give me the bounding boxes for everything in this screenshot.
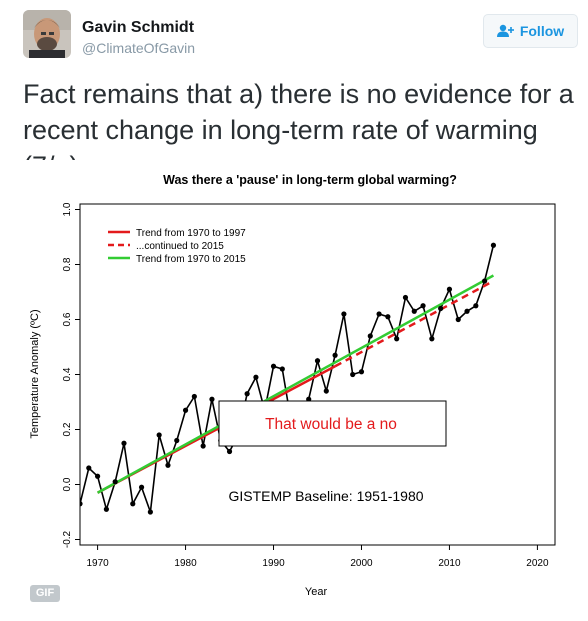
data-point bbox=[279, 366, 285, 372]
data-point bbox=[429, 336, 435, 342]
x-tick-label: 1990 bbox=[262, 558, 285, 569]
avatar[interactable] bbox=[23, 10, 71, 58]
data-point bbox=[420, 303, 426, 309]
legend-item-2: ...continued to 2015 bbox=[136, 241, 224, 252]
y-tick-label: 0.8 bbox=[62, 257, 73, 271]
chart: Was there a 'pause' in long-term global … bbox=[0, 160, 588, 616]
y-tick-label: 0.6 bbox=[62, 312, 73, 326]
data-point bbox=[103, 506, 109, 512]
data-point bbox=[438, 305, 444, 312]
display-name[interactable]: Gavin Schmidt bbox=[82, 19, 195, 36]
data-point bbox=[244, 391, 250, 397]
data-point bbox=[332, 352, 338, 358]
add-user-icon bbox=[496, 24, 514, 37]
data-point bbox=[86, 465, 92, 471]
data-point bbox=[191, 393, 197, 400]
avatar-image bbox=[23, 10, 71, 58]
gif-badge: GIF bbox=[30, 585, 60, 602]
data-point bbox=[323, 388, 329, 394]
axis-ticks: 1970 1980 1990 2000 2010 2020 -0.2 0.0 0.2 0.4 0.6… bbox=[62, 202, 549, 569]
data-point bbox=[253, 374, 259, 380]
user-handle[interactable]: @ClimateOfGavin bbox=[82, 40, 196, 56]
legend-item-1: Trend from 1970 to 1997 bbox=[136, 228, 246, 239]
x-tick-label: 2010 bbox=[438, 558, 461, 569]
data-point bbox=[411, 308, 417, 314]
data-point bbox=[130, 501, 136, 507]
y-tick-label: -0.2 bbox=[62, 530, 73, 548]
annotation-text: That would be a no bbox=[265, 416, 397, 433]
follow-button[interactable]: Follow bbox=[483, 14, 578, 48]
data-point bbox=[473, 303, 479, 309]
follow-label: Follow bbox=[519, 23, 565, 39]
data-point bbox=[455, 316, 461, 323]
data-point bbox=[200, 443, 206, 449]
x-tick-label: 1970 bbox=[86, 558, 109, 569]
data-point bbox=[402, 294, 409, 301]
data-point bbox=[367, 333, 373, 339]
y-tick-label: 0.0 bbox=[62, 477, 73, 491]
data-point bbox=[226, 448, 233, 455]
data-point bbox=[270, 363, 277, 369]
data-point bbox=[490, 242, 497, 248]
annotation-box bbox=[218, 400, 447, 447]
data-point bbox=[147, 509, 153, 515]
data-point bbox=[165, 462, 171, 468]
x-tick-label: 2020 bbox=[526, 558, 549, 569]
data-point bbox=[80, 501, 83, 507]
data-point bbox=[341, 311, 347, 317]
x-axis-label: Year bbox=[305, 586, 328, 598]
x-tick-label: 1980 bbox=[174, 558, 197, 569]
data-point bbox=[464, 308, 470, 314]
data-point bbox=[446, 286, 453, 292]
legend: Trend from 1970 to 1997 ...continued to … bbox=[108, 228, 246, 265]
baseline-label: GISTEMP Baseline: 1951-1980 bbox=[228, 488, 423, 504]
legend-item-3: Trend from 1970 to 2015 bbox=[136, 254, 246, 265]
y-axis-label: Temperature Anomaly (ºC) bbox=[29, 309, 41, 438]
data-point bbox=[358, 369, 365, 375]
data-point bbox=[121, 440, 127, 446]
data-point bbox=[314, 358, 321, 364]
trend-line-1970-2015 bbox=[96, 274, 495, 494]
y-tick-label: 0.2 bbox=[62, 422, 73, 436]
y-tick-label: 0.4 bbox=[62, 367, 73, 381]
data-point bbox=[394, 336, 400, 342]
data-point bbox=[174, 437, 180, 444]
data-point bbox=[138, 484, 145, 490]
data-point bbox=[94, 473, 101, 479]
data-point bbox=[350, 371, 356, 378]
data-point bbox=[385, 314, 391, 320]
data-point bbox=[112, 479, 118, 485]
y-tick-label: 1.0 bbox=[62, 202, 73, 216]
chart-title: Was there a 'pause' in long-term global … bbox=[163, 173, 457, 187]
data-point bbox=[482, 278, 488, 284]
data-point bbox=[209, 396, 215, 402]
trend-line-continued-2015 bbox=[334, 279, 495, 368]
data-point bbox=[182, 407, 189, 413]
data-point bbox=[156, 432, 162, 438]
data-point bbox=[376, 311, 382, 317]
x-tick-label: 2000 bbox=[350, 558, 373, 569]
tweet-media[interactable]: Was there a 'pause' in long-term global … bbox=[0, 160, 588, 616]
